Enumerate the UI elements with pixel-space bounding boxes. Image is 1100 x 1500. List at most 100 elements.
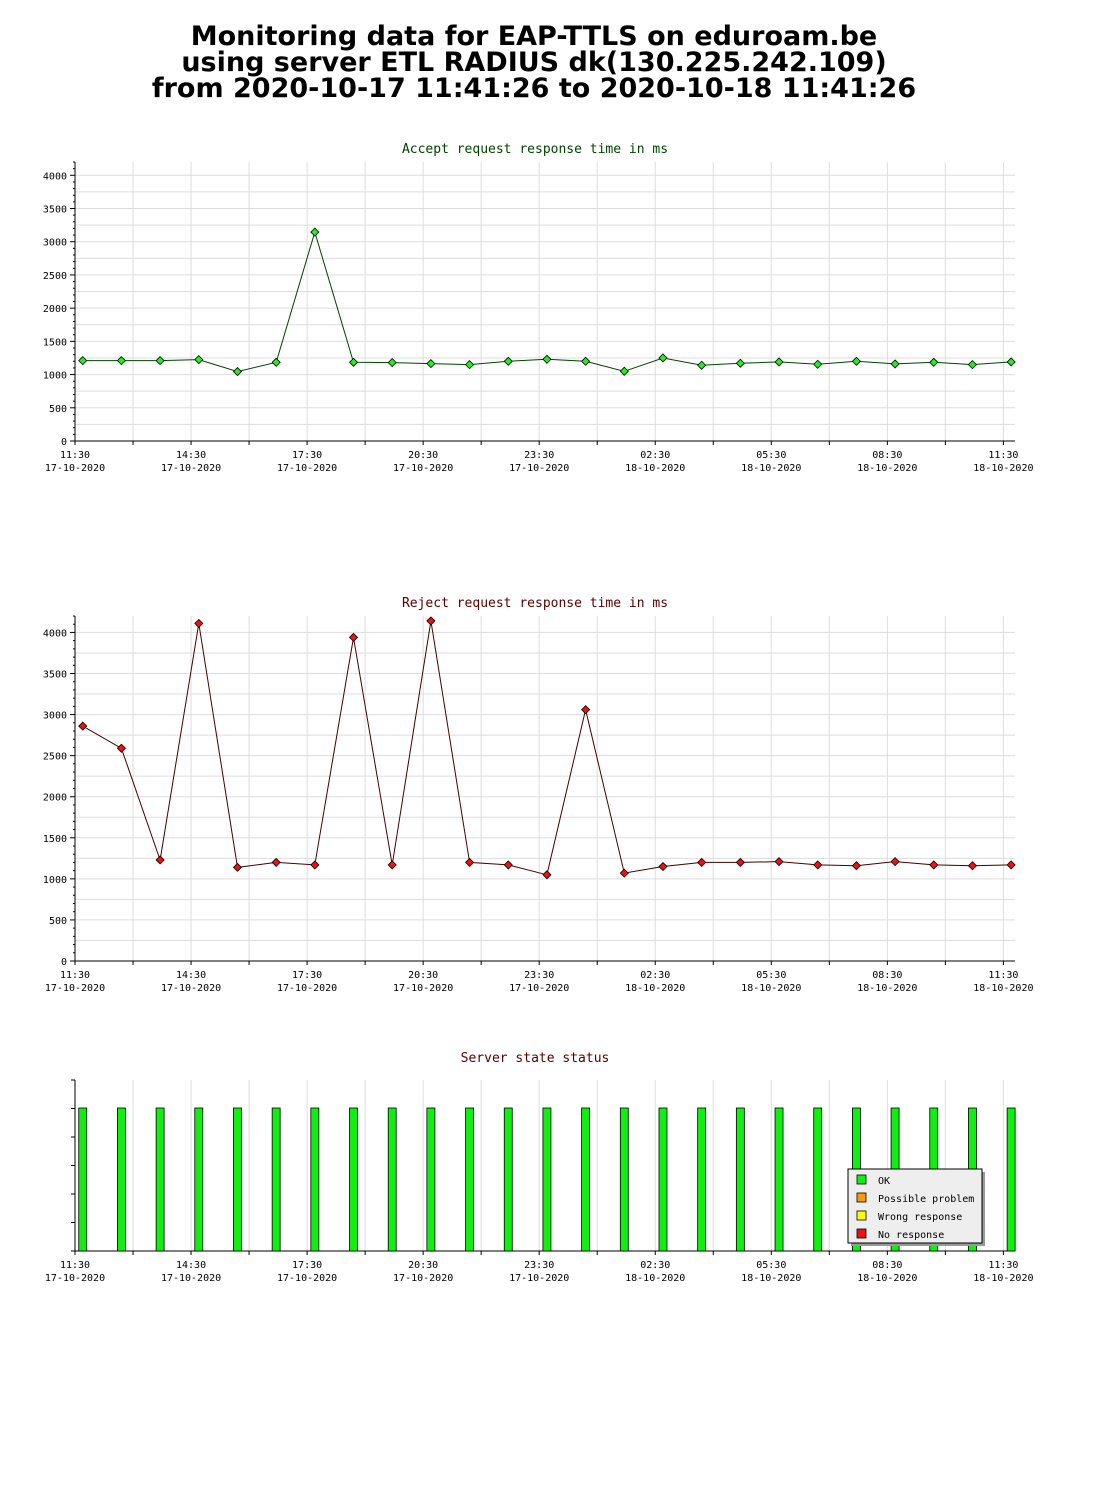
x-tick-label-time: 05:30 — [756, 970, 786, 981]
y-tick-label: 1500 — [43, 834, 67, 845]
series-line — [82, 230, 1012, 373]
x-tick-label-time: 02:30 — [640, 450, 670, 461]
status-bar — [117, 1107, 126, 1252]
status-bar — [310, 1107, 320, 1252]
reject-chart: Reject request response time in ms 0 500 10… — [43, 596, 1034, 994]
x-tick-label-date: 17-10-2020 — [509, 1273, 569, 1284]
x-tick-label-time: 08:30 — [872, 1260, 902, 1271]
y-tick-label: 0 — [61, 957, 67, 968]
x-tick-label-date: 17-10-2020 — [277, 463, 337, 474]
status-bar — [581, 1107, 591, 1252]
data-point — [310, 227, 320, 237]
data-point — [503, 356, 513, 366]
y-tick-label: 2000 — [43, 304, 67, 315]
x-tick-label-time: 23:30 — [524, 970, 554, 981]
data-point — [774, 857, 784, 867]
x-tick-label-time: 14:30 — [176, 970, 206, 981]
x-tick-label-time: 17:30 — [292, 970, 322, 981]
data-point — [851, 356, 861, 366]
chart-title: Reject request response time in ms — [402, 596, 668, 611]
x-tick-label-time: 08:30 — [872, 450, 902, 461]
legend-swatch — [856, 1210, 867, 1221]
data-point — [890, 857, 900, 867]
data-point — [155, 356, 165, 366]
status-bar — [735, 1107, 745, 1252]
x-tick-label-time: 14:30 — [176, 1260, 206, 1271]
data-point — [78, 721, 88, 731]
x-tick-label-date: 17-10-2020 — [277, 1273, 337, 1284]
status-bar — [426, 1107, 436, 1252]
data-point — [619, 366, 629, 376]
chart-title: Accept request response time in ms — [402, 142, 668, 157]
data-point — [890, 359, 900, 369]
x-tick-label-time: 20:30 — [408, 450, 438, 461]
x-tick-label-date: 17-10-2020 — [393, 1273, 453, 1284]
x-tick-label-time: 11:30 — [988, 450, 1018, 461]
data-point — [116, 356, 126, 366]
x-tick-label-time: 05:30 — [756, 1260, 786, 1271]
page-title: Monitoring data for EAP-TTLS on eduroam.… — [0, 23, 1068, 102]
data-point — [116, 743, 126, 753]
data-point — [813, 359, 823, 369]
y-tick-label: 1500 — [43, 337, 67, 348]
legend-label: Possible problem — [878, 1194, 974, 1205]
data-point — [735, 358, 745, 368]
data-point — [697, 857, 707, 867]
x-tick-label-date: 18-10-2020 — [857, 983, 917, 994]
x-tick-label-date: 17-10-2020 — [509, 983, 569, 994]
x-tick-label-date: 17-10-2020 — [45, 463, 105, 474]
status-bar — [542, 1107, 552, 1252]
legend-box — [847, 1168, 983, 1244]
y-tick-label: 1000 — [43, 875, 67, 886]
x-tick-label-date: 18-10-2020 — [625, 1273, 685, 1284]
data-point — [155, 855, 165, 865]
data-point — [387, 860, 397, 870]
status-bar — [658, 1107, 668, 1252]
data-point — [465, 360, 475, 370]
data-point — [310, 860, 320, 870]
status-bar — [271, 1107, 281, 1252]
status-bar — [233, 1107, 242, 1252]
x-tick-label-time: 20:30 — [408, 970, 438, 981]
data-point — [465, 857, 475, 867]
x-tick-label-time: 11:30 — [988, 970, 1018, 981]
y-tick-label: 2500 — [43, 752, 67, 763]
data-point — [697, 360, 707, 370]
data-point — [851, 861, 861, 871]
status-bar — [465, 1107, 474, 1252]
chart-title: Server state status — [461, 1051, 610, 1066]
x-tick-label-date: 17-10-2020 — [161, 983, 221, 994]
x-tick-label-time: 17:30 — [292, 1260, 322, 1271]
status-bar — [503, 1107, 513, 1252]
x-tick-label-time: 02:30 — [640, 970, 670, 981]
y-tick-label: 500 — [49, 916, 67, 927]
x-tick-label-date: 17-10-2020 — [277, 983, 337, 994]
data-point — [271, 357, 281, 367]
x-tick-label-date: 17-10-2020 — [45, 983, 105, 994]
status-bar — [697, 1107, 707, 1252]
data-point — [581, 356, 591, 366]
data-point — [232, 862, 243, 872]
data-point — [658, 861, 668, 872]
y-tick-label: 4000 — [43, 171, 67, 182]
data-point — [271, 857, 281, 867]
data-point — [387, 358, 397, 368]
legend-label: OK — [878, 1176, 890, 1187]
y-tick-label: 0 — [61, 437, 67, 448]
x-tick-label-time: 17:30 — [292, 450, 322, 461]
status-bar — [1006, 1107, 1016, 1252]
y-tick-label: 2500 — [43, 271, 67, 282]
status-bar — [774, 1107, 784, 1252]
data-point — [929, 860, 939, 870]
data-point — [194, 355, 204, 365]
data-point — [967, 360, 978, 370]
data-point — [581, 705, 591, 715]
x-tick-label-time: 23:30 — [524, 1260, 554, 1271]
x-tick-label-date: 18-10-2020 — [973, 1273, 1033, 1284]
data-point — [542, 870, 552, 880]
y-tick-label: 3500 — [43, 670, 67, 681]
data-point — [194, 618, 204, 628]
y-tick-label: 3500 — [43, 205, 67, 216]
data-point — [813, 860, 823, 870]
